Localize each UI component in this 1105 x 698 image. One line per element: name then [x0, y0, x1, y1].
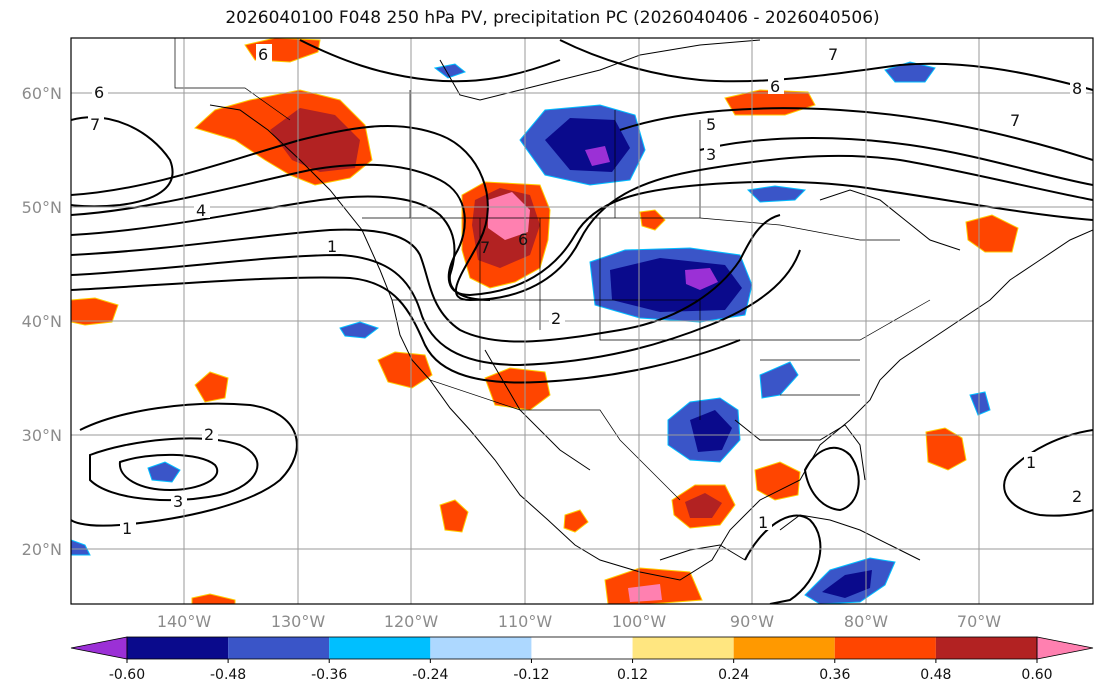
precip-negative-area — [71, 539, 91, 556]
contour-label: 2 — [551, 309, 561, 328]
contour-label: 1 — [327, 237, 337, 256]
contour-label: 6 — [94, 83, 104, 102]
lat-label: 60°N — [22, 84, 62, 103]
precip-positive-area — [563, 509, 589, 533]
precip-negative-core — [822, 570, 872, 598]
contour-label: 1 — [122, 519, 132, 538]
graticule — [71, 38, 1093, 604]
colorbar-segment — [632, 637, 734, 659]
longitude-labels: 140°W 130°W 120°W 110°W 100°W 90°W 80°W … — [157, 612, 1001, 631]
colorbar-tick-label: 0.12 — [617, 667, 648, 683]
colorbar-outline — [126, 636, 1038, 660]
contour-label: 1 — [758, 513, 768, 532]
contour-label: 7 — [1010, 111, 1020, 130]
lat-label: 40°N — [22, 312, 62, 331]
contour-label: 1 — [1026, 453, 1036, 472]
lon-label: 100°W — [612, 612, 667, 631]
precip-negative-core — [690, 410, 732, 452]
precip-negative-area — [884, 61, 936, 83]
precip-positive-core — [628, 584, 662, 602]
lon-label: 80°W — [844, 612, 888, 631]
precip-negative-min — [585, 146, 610, 166]
colorbar-segment — [834, 637, 936, 659]
contour-label: 5 — [706, 115, 716, 134]
contour-label: 6 — [518, 230, 528, 249]
precip-positive-max — [488, 192, 530, 240]
lat-label: 50°N — [22, 198, 62, 217]
colorbar: -0.60 -0.48 -0.36 -0.24 -0.12 0.12 0.24 0.36 0.4… — [70, 636, 1094, 683]
colorbar-tick-label: -0.60 — [109, 667, 145, 683]
precip-positive-area — [377, 351, 433, 389]
colorbar-tick-label: -0.36 — [311, 667, 347, 683]
lon-label: 140°W — [157, 612, 212, 631]
precip-positive-area — [639, 209, 666, 231]
colorbar-segment — [228, 637, 330, 659]
colorbar-extend-high — [1036, 636, 1094, 660]
pv-contours — [71, 39, 1093, 604]
colorbar-segment — [430, 637, 532, 659]
precip-positive-core — [685, 493, 722, 518]
map-frame — [70, 37, 1094, 605]
precip-negative-area — [433, 63, 467, 79]
contour-label: 6 — [770, 77, 780, 96]
lat-label: 30°N — [22, 426, 62, 445]
precip-negative-area — [147, 461, 181, 483]
lon-label: 90°W — [730, 612, 774, 631]
colorbar-segment — [531, 637, 633, 659]
colorbar-tick-label: 0.60 — [1021, 667, 1052, 683]
colorbar-tick-label: -0.24 — [412, 667, 448, 683]
precip-positive-area — [925, 427, 967, 471]
precip-positive-area — [191, 593, 236, 604]
contour-label: 7 — [828, 45, 838, 64]
precip-positive-core — [270, 108, 360, 172]
contour-label: 2 — [1072, 487, 1082, 506]
precip-negative-area — [339, 321, 380, 339]
precip-positive-area — [754, 461, 801, 501]
precip-positive-area — [71, 297, 119, 326]
colorbar-extend-low — [70, 636, 128, 660]
precip-negative-core — [610, 258, 742, 312]
colorbar-segment — [127, 637, 229, 659]
latitude-labels: 60°N 50°N 40°N 30°N 20°N — [22, 84, 62, 559]
contour-label: 2 — [204, 425, 214, 444]
precip-negative-area — [759, 361, 799, 399]
precip-negative-area — [746, 185, 807, 203]
contour-labels: 6 6 7 4 7 1 7 6 5 3 6 7 8 2 2 3 1 1 2 1 — [88, 44, 1086, 538]
colorbar-tick-label: 0.24 — [718, 667, 749, 683]
colorbar-tick-label: 0.36 — [819, 667, 850, 683]
lon-label: 70°W — [957, 612, 1001, 631]
chart-title: 2026040100 F048 250 hPa PV, precipitatio… — [225, 8, 880, 28]
colorbar-segment — [329, 637, 431, 659]
precip-negative-min — [685, 268, 718, 290]
colorbar-segment — [935, 637, 1037, 659]
contour-label: 7 — [480, 238, 490, 257]
lon-label: 130°W — [271, 612, 326, 631]
contour-label: 6 — [258, 45, 268, 64]
precip-shading — [71, 38, 1019, 604]
colorbar-tick-label: 0.48 — [920, 667, 951, 683]
precip-positive-area — [965, 214, 1019, 253]
colorbar-tick-label: -0.48 — [210, 667, 246, 683]
precip-positive-area — [194, 371, 229, 403]
contour-label: 3 — [706, 145, 716, 164]
precip-positive-area — [484, 367, 551, 411]
colorbar-segment — [733, 637, 835, 659]
precip-positive-area — [439, 499, 469, 533]
contour-label: 8 — [1072, 79, 1082, 98]
colorbar-tick-label: -0.12 — [513, 667, 549, 683]
contour-label: 3 — [173, 492, 183, 511]
lat-label: 20°N — [22, 540, 62, 559]
lon-label: 120°W — [384, 612, 439, 631]
precip-negative-area — [969, 391, 991, 416]
contour-label: 7 — [90, 115, 100, 134]
contour-label: 4 — [196, 201, 206, 220]
lon-label: 110°W — [498, 612, 553, 631]
